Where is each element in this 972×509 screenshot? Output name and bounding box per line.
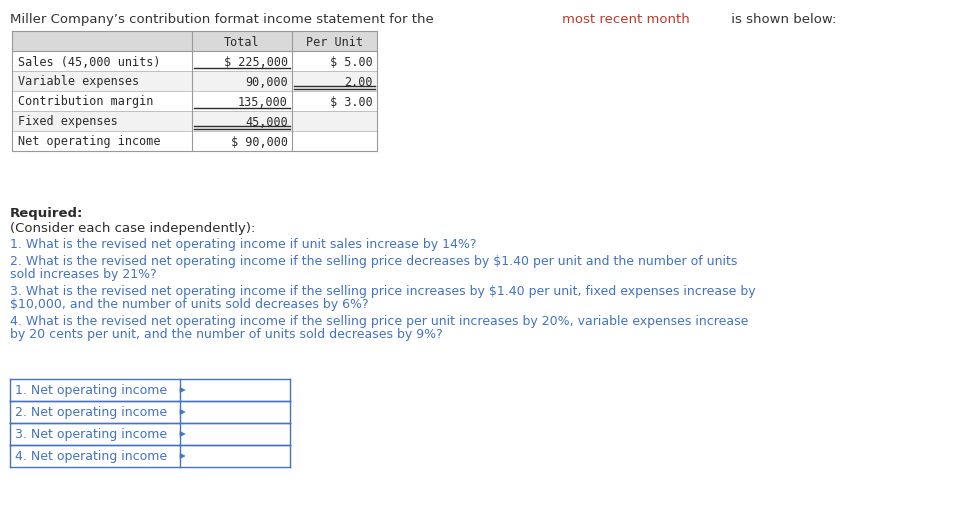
Bar xyxy=(12,112,377,132)
Polygon shape xyxy=(180,454,185,459)
Text: most recent month: most recent month xyxy=(562,13,690,26)
Text: by 20 cents per unit, and the number of units sold decreases by 9%?: by 20 cents per unit, and the number of … xyxy=(10,327,443,341)
Bar xyxy=(12,52,377,72)
Text: 2.00: 2.00 xyxy=(344,75,373,89)
Text: 2. What is the revised net operating income if the selling price decreases by $1: 2. What is the revised net operating inc… xyxy=(10,254,738,267)
Text: is shown below:: is shown below: xyxy=(727,13,837,26)
Text: Variable expenses: Variable expenses xyxy=(18,75,139,89)
Bar xyxy=(12,72,377,92)
Text: sold increases by 21%?: sold increases by 21%? xyxy=(10,267,156,280)
Polygon shape xyxy=(180,432,185,437)
Text: $10,000, and the number of units sold decreases by 6%?: $10,000, and the number of units sold de… xyxy=(10,297,368,310)
Text: Required:: Required: xyxy=(10,207,84,219)
Polygon shape xyxy=(180,410,185,415)
Text: Total: Total xyxy=(225,36,260,48)
Text: 3. Net operating income: 3. Net operating income xyxy=(15,428,167,441)
Text: 45,000: 45,000 xyxy=(245,115,288,128)
Text: Per Unit: Per Unit xyxy=(306,36,363,48)
Text: 135,000: 135,000 xyxy=(238,95,288,108)
Text: $ 90,000: $ 90,000 xyxy=(231,135,288,148)
Bar xyxy=(12,132,377,152)
Text: Fixed expenses: Fixed expenses xyxy=(18,115,118,128)
Text: 1. Net operating income: 1. Net operating income xyxy=(15,384,167,397)
Bar xyxy=(12,32,377,52)
Polygon shape xyxy=(180,388,185,393)
Text: 1. What is the revised net operating income if unit sales increase by 14%?: 1. What is the revised net operating inc… xyxy=(10,238,476,250)
Text: $ 5.00: $ 5.00 xyxy=(330,55,373,68)
Text: 2. Net operating income: 2. Net operating income xyxy=(15,406,167,419)
Text: 90,000: 90,000 xyxy=(245,75,288,89)
Text: $ 225,000: $ 225,000 xyxy=(224,55,288,68)
Text: 4. What is the revised net operating income if the selling price per unit increa: 4. What is the revised net operating inc… xyxy=(10,315,748,327)
Text: Miller Company’s contribution format income statement for the: Miller Company’s contribution format inc… xyxy=(10,13,438,26)
Bar xyxy=(12,92,377,112)
Text: Sales (45,000 units): Sales (45,000 units) xyxy=(18,55,160,68)
Text: 3. What is the revised net operating income if the selling price increases by $1: 3. What is the revised net operating inc… xyxy=(10,285,755,297)
Text: Contribution margin: Contribution margin xyxy=(18,95,154,108)
Text: (Consider each case independently):: (Consider each case independently): xyxy=(10,221,256,235)
Text: $ 3.00: $ 3.00 xyxy=(330,95,373,108)
Text: 4. Net operating income: 4. Net operating income xyxy=(15,449,167,463)
Text: Net operating income: Net operating income xyxy=(18,135,160,148)
